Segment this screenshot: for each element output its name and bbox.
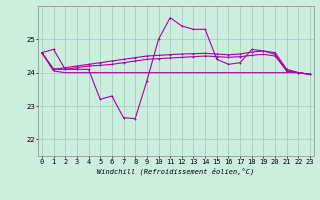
X-axis label: Windchill (Refroidissement éolien,°C): Windchill (Refroidissement éolien,°C) <box>97 168 255 175</box>
